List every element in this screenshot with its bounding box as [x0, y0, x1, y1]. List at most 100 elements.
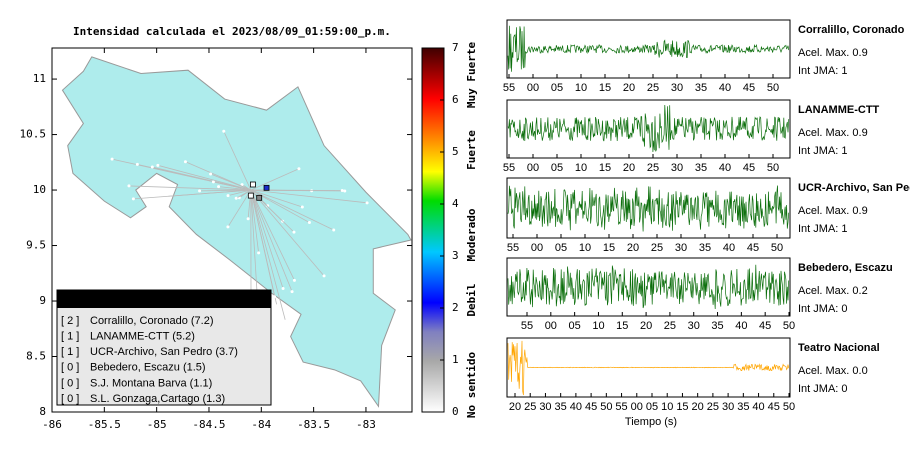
time-tick-label: 45	[768, 401, 780, 413]
colorbar-tick-label: 5	[452, 145, 459, 158]
time-tick-label: 25	[707, 401, 719, 413]
time-tick-label: 35	[555, 401, 567, 413]
road	[250, 189, 286, 322]
time-tick-label: 45	[759, 320, 771, 332]
colorbar-tick-label: 0	[452, 405, 459, 418]
time-tick-label: 20	[640, 320, 652, 332]
road	[133, 189, 251, 200]
time-tick-label: 25	[651, 242, 663, 254]
station-name: LANAMME-CTT	[798, 104, 880, 116]
time-tick-label: 25	[524, 401, 536, 413]
waveform-frame	[506, 19, 791, 79]
time-tick-label: 40	[752, 401, 764, 413]
time-tick-label: 20	[627, 242, 639, 254]
station-marker	[247, 192, 254, 199]
time-tick-label: 20	[623, 82, 635, 94]
max-acceleration: Acel. Max. 0.9	[798, 205, 868, 217]
intensity-zone: Moderado	[465, 208, 478, 261]
jma-intensity: Int JMA: 1	[798, 65, 848, 77]
jma-intensity: Int JMA: 0	[798, 383, 848, 395]
town	[217, 185, 221, 189]
legend-station: Corralillo, Coronado (7.2)	[90, 315, 214, 327]
town	[281, 286, 285, 290]
colorbar	[421, 47, 445, 413]
time-tick-label: 50	[600, 401, 612, 413]
x-tick-label: -83.5	[297, 418, 330, 431]
road	[250, 189, 303, 208]
town	[156, 163, 160, 167]
road	[250, 190, 258, 294]
town	[211, 180, 215, 184]
road	[210, 173, 251, 191]
time-tick-label: 50	[783, 401, 795, 413]
map-layer	[61, 56, 412, 408]
time-tick-label: 30	[688, 320, 700, 332]
time-tick-label: 40	[735, 320, 747, 332]
time-tick-label: 45	[743, 162, 755, 174]
town	[266, 204, 270, 208]
road	[235, 189, 252, 199]
time-tick-label: 15	[603, 242, 615, 254]
road	[223, 131, 252, 191]
time-tick-label: 55	[521, 320, 533, 332]
y-tick-label: 10	[33, 183, 46, 196]
town	[198, 189, 202, 193]
land	[61, 56, 412, 408]
time-tick-label: 55	[503, 82, 515, 94]
road	[250, 189, 260, 253]
time-tick-label: 55	[503, 162, 515, 174]
town	[246, 217, 250, 221]
road	[227, 189, 252, 228]
station-name: UCR-Archivo, San Pedro	[798, 182, 910, 194]
time-tick-label: 10	[575, 162, 587, 174]
x-tick-label: -85	[147, 418, 167, 431]
road	[128, 185, 251, 191]
intensity-zone: Muy Fuerte	[465, 42, 478, 109]
legend-station: UCR-Archivo, San Pedro (3.7)	[90, 346, 238, 358]
town	[209, 172, 213, 176]
time-tick-label: 10	[575, 82, 587, 94]
x-tick-label: -84	[251, 418, 271, 431]
town	[135, 162, 139, 166]
road	[227, 189, 251, 197]
time-tick-label: 35	[695, 82, 707, 94]
legend-level: [ 2 ]	[61, 315, 79, 327]
x-tick-label: -84.5	[192, 418, 225, 431]
intensity-zone: Debil	[465, 283, 478, 316]
time-tick-label: 45	[747, 242, 759, 254]
town	[131, 197, 135, 201]
town	[275, 304, 279, 308]
station-marker	[250, 181, 256, 188]
colorbar-tick-label: 3	[452, 249, 459, 262]
station-marker	[263, 184, 270, 191]
station-marker	[256, 194, 263, 201]
time-tick-label: 30	[671, 162, 683, 174]
legend-station: S.J. Montana Barva (1.1)	[90, 377, 212, 389]
time-tick-label: 25	[647, 162, 659, 174]
time-tick-label: 15	[599, 162, 611, 174]
time-tick-label: 10	[592, 320, 604, 332]
time-tick-label: 25	[664, 320, 676, 332]
time-tick-label: 20	[509, 401, 521, 413]
town	[292, 230, 296, 234]
town	[332, 228, 336, 232]
time-tick-label: 15	[676, 401, 688, 413]
time-tick-label: 35	[737, 401, 749, 413]
time-tick-label: 05	[646, 401, 658, 413]
time-tick-label: 55	[615, 401, 627, 413]
time-tick-label: 45	[585, 401, 597, 413]
time-tick-label: 20	[623, 162, 635, 174]
x-axis-label: Tiempo (s)	[625, 416, 677, 428]
town	[292, 278, 296, 282]
town	[240, 183, 244, 187]
time-tick-label: 35	[711, 320, 723, 332]
time-tick-label: 50	[767, 162, 779, 174]
legend-title: INTENSIDAD JMA [0 a 7]	[102, 293, 227, 305]
time-tick-label: 30	[539, 401, 551, 413]
town	[222, 129, 226, 133]
jma-intensity: Int JMA: 1	[798, 223, 848, 235]
waveform	[507, 185, 790, 232]
x-tick-label: -83	[356, 418, 376, 431]
town	[307, 221, 311, 225]
